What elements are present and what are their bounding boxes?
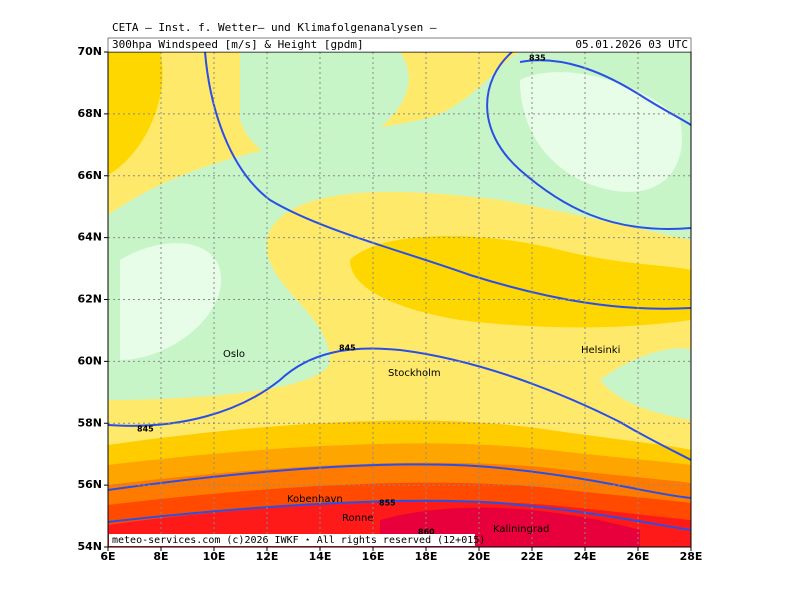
lon-label: 24E [574, 550, 597, 563]
product-label: 300hpa Windspeed [m/s] & Height [gpdm] [112, 38, 364, 51]
header-title: CETA – Inst. f. Wetter– und Klimafolgena… [112, 21, 437, 34]
lat-label: 66N [77, 169, 102, 182]
lon-label: 26E [627, 550, 650, 563]
city-label: Helsinki [581, 345, 620, 356]
lat-label: 54N [77, 540, 102, 553]
lon-label: 6E [100, 550, 115, 563]
valid-time: 05.01.2026 03 UTC [575, 38, 688, 51]
city-label: Kaliningrad [493, 524, 549, 535]
lon-label: 14E [309, 550, 332, 563]
city-label: Stockholm [388, 368, 441, 379]
header-box [107, 37, 692, 53]
city-label: Oslo [223, 349, 245, 360]
graticule [108, 52, 691, 547]
contour-label: 855 [379, 499, 396, 508]
lat-label: 58N [77, 416, 102, 429]
lon-label: 10E [203, 550, 226, 563]
city-label: Ronne [342, 513, 373, 524]
city-label: Kobenhavn [287, 494, 343, 505]
contour-label: 860 [418, 528, 435, 537]
lon-label: 8E [153, 550, 168, 563]
contour-label: 845 [339, 344, 356, 353]
lat-label: 62N [77, 293, 102, 306]
lat-label: 68N [77, 107, 102, 120]
lat-label: 70N [77, 45, 102, 58]
lon-label: 20E [468, 550, 491, 563]
lat-label: 64N [77, 231, 102, 244]
lon-label: 18E [415, 550, 438, 563]
contour-label: 845 [137, 425, 154, 434]
lon-label: 28E [680, 550, 703, 563]
lon-label: 16E [362, 550, 385, 563]
lon-label: 22E [521, 550, 544, 563]
footer: meteo-services.com (c)2026 IWKF ⋆ All ri… [112, 535, 485, 546]
lat-label: 56N [77, 478, 102, 491]
footer-box [109, 534, 475, 546]
wind-field [108, 52, 691, 547]
contour-label: 835 [529, 54, 546, 63]
lon-label: 12E [256, 550, 279, 563]
lat-label: 60N [77, 354, 102, 367]
